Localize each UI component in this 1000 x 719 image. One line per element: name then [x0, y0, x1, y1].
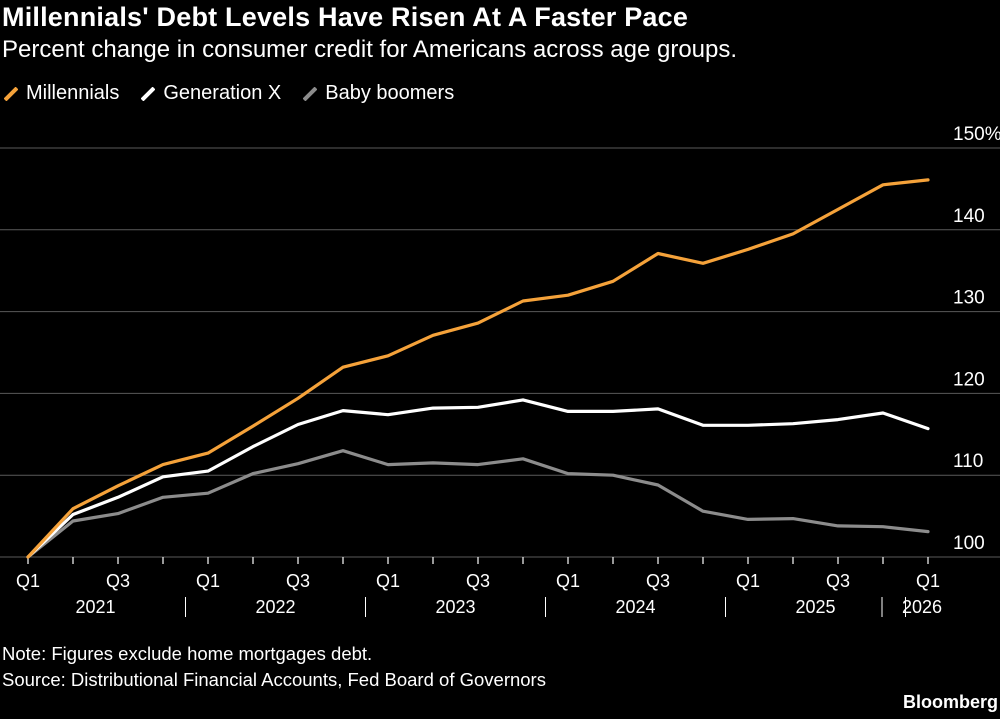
- x-tick-label: Q1: [916, 571, 940, 591]
- x-year-label: 2022: [255, 597, 295, 617]
- x-year-label: 2024: [615, 597, 655, 617]
- series-line-millennials: [26, 178, 930, 559]
- y-tick-label: 150%: [953, 124, 1000, 145]
- x-year-label: 2026: [902, 597, 942, 617]
- series-line-baby-boomers: [26, 449, 930, 559]
- legend-label-millennials: Millennials: [26, 82, 120, 104]
- legend-label-baby-boomers: Baby boomers: [325, 82, 455, 104]
- x-tick-label: Q3: [646, 571, 670, 591]
- x-tick-label: Q1: [16, 571, 40, 591]
- x-tick-label: Q3: [466, 571, 490, 591]
- x-year-label: 2021: [75, 597, 115, 617]
- x-tick-label: Q1: [556, 571, 580, 591]
- x-tick-label: Q1: [196, 571, 220, 591]
- legend-item-generation-x: Generation X: [141, 82, 281, 105]
- x-year-label: 2023: [435, 597, 475, 617]
- legend-item-baby-boomers: Baby boomers: [303, 82, 454, 105]
- legend-swatch-baby-boomers: [303, 86, 318, 101]
- y-tick-label: 110: [953, 451, 983, 472]
- chart-subtitle: Percent change in consumer credit for Am…: [2, 36, 738, 63]
- x-tick-label: Q3: [826, 571, 850, 591]
- legend-label-generation-x: Generation X: [163, 82, 282, 104]
- legend-swatch-millennials: [4, 86, 18, 101]
- x-year-label: 2025: [795, 597, 835, 617]
- chart-note: Note: Figures exclude home mortgages deb…: [2, 643, 373, 664]
- x-tick-label: Q3: [106, 571, 130, 591]
- y-tick-label: 100: [953, 533, 985, 554]
- legend: Millennials Generation X Baby boomers: [4, 82, 454, 105]
- legend-swatch-generation-x: [141, 86, 156, 101]
- y-tick-label: 120: [953, 369, 985, 390]
- x-tick-label: Q1: [376, 571, 400, 591]
- y-tick-label: 140: [953, 206, 985, 227]
- bloomberg-logo: Bloomberg: [902, 692, 998, 712]
- y-tick-label: 130: [953, 288, 985, 309]
- series-line-generation-x: [26, 398, 930, 559]
- x-tick-label: Q3: [286, 571, 310, 591]
- legend-item-millennials: Millennials: [4, 82, 119, 105]
- x-tick-label: Q1: [736, 571, 760, 591]
- chart-title: Millennials' Debt Levels Have Risen At A…: [2, 2, 689, 32]
- chart-source: Source: Distributional Financial Account…: [2, 669, 546, 690]
